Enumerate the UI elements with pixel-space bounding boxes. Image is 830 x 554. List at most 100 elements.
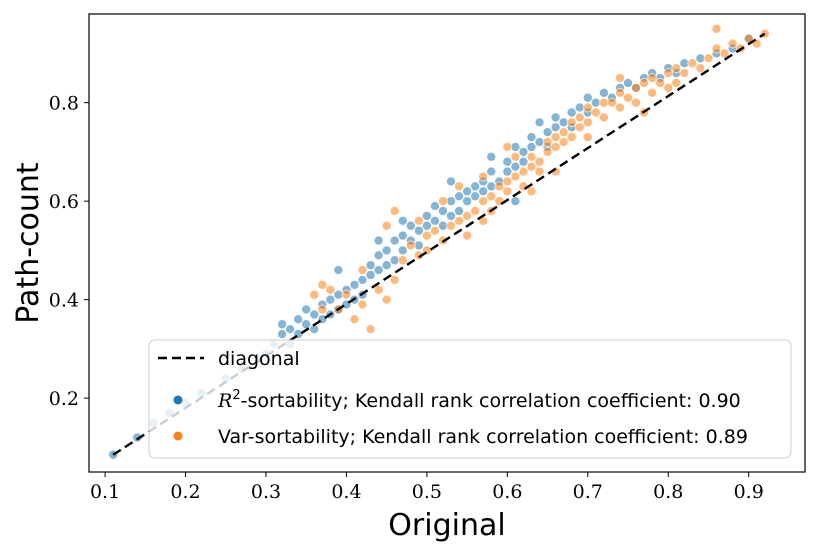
legend: diagonal R2-sortability; Kendall rank co… — [148, 339, 792, 459]
var-point — [534, 166, 545, 177]
r2-point — [373, 265, 384, 275]
r2-point — [277, 319, 287, 330]
y-tick-label: 0.2 — [49, 388, 79, 410]
r2-point — [510, 161, 521, 172]
r2-point — [277, 329, 287, 339]
var-point — [582, 102, 593, 113]
var-point — [623, 92, 633, 103]
r2-point — [405, 220, 416, 231]
var-point — [381, 220, 392, 231]
r2-point — [285, 324, 295, 334]
r2-point — [679, 58, 690, 69]
r2-point — [389, 235, 400, 246]
y-tick-label: 0.4 — [49, 290, 79, 312]
x-tick-label: 0.5 — [412, 481, 442, 503]
var-point — [574, 112, 585, 123]
var-point — [317, 304, 328, 315]
r2-point — [438, 220, 448, 231]
var-point — [341, 289, 352, 300]
var-point — [430, 225, 440, 236]
r2-point — [414, 225, 424, 236]
legend-r2-swatch — [173, 395, 183, 405]
r2-point — [582, 92, 593, 103]
var-point — [566, 117, 577, 128]
var-point — [566, 132, 577, 142]
var-point — [615, 102, 625, 113]
var-point — [663, 68, 674, 78]
r2-point — [446, 211, 456, 221]
var-point — [454, 216, 464, 226]
var-point — [639, 78, 649, 88]
plot-frame — [88, 13, 806, 473]
var-point — [502, 142, 513, 152]
var-point — [582, 117, 593, 128]
r2-point — [510, 142, 521, 152]
var-point — [454, 181, 464, 192]
r2-point — [365, 260, 376, 270]
x-tick-label: 0.3 — [251, 481, 281, 503]
r2-point — [486, 166, 497, 177]
var-point — [727, 38, 738, 49]
var-point — [663, 83, 674, 93]
r2-point — [462, 186, 472, 197]
var-point — [357, 265, 368, 275]
legend-r2-sup: 2 — [232, 388, 240, 403]
r2-point — [478, 186, 489, 197]
var-point — [582, 132, 593, 142]
r2-point — [574, 102, 585, 113]
r2-point — [333, 265, 344, 275]
r2-point — [446, 196, 456, 206]
r2-point — [365, 270, 376, 280]
var-point — [574, 122, 585, 133]
var-point — [518, 166, 529, 177]
var-point — [446, 220, 456, 231]
r2-point — [357, 275, 368, 285]
x-tick-label: 0.9 — [734, 481, 764, 503]
r2-point — [397, 230, 408, 241]
r2-point — [518, 147, 529, 157]
x-tick-label: 0.7 — [573, 481, 603, 503]
x-tick-label: 0.4 — [331, 481, 361, 503]
r2-point — [293, 314, 303, 325]
r2-point — [695, 53, 706, 64]
r2-point — [599, 88, 609, 98]
legend-r2-rest: -sortability; Kendall rank correlation c… — [241, 390, 741, 412]
var-point — [679, 68, 690, 78]
legend-var-label: Var-sortability; Kendall rank correlatio… — [218, 426, 748, 448]
x-tick-label: 0.6 — [492, 481, 522, 503]
r2-point — [462, 196, 472, 206]
r2-point — [381, 245, 392, 256]
r2-point — [470, 181, 480, 192]
var-point — [478, 171, 489, 182]
var-point — [405, 240, 416, 251]
var-point — [591, 107, 601, 118]
r2-point — [558, 117, 569, 128]
r2-point — [301, 304, 312, 315]
r2-point — [534, 117, 545, 128]
var-point — [389, 206, 400, 216]
x-tick-label: 0.8 — [653, 481, 683, 503]
var-point — [438, 196, 448, 206]
var-point — [631, 97, 641, 108]
ticks-layer: 0.1 0.2 0.3 0.4 0.5 0.6 0.7 0.8 0.9 0.2 0.4 0.6 0.8 — [49, 93, 764, 503]
var-point — [486, 191, 497, 202]
var-point — [526, 186, 537, 197]
var-point — [599, 112, 609, 123]
r2-point — [301, 319, 312, 330]
r2-point — [446, 176, 456, 187]
x-axis-title: Original — [388, 508, 505, 543]
var-point — [462, 230, 472, 241]
x-tick-label: 0.1 — [90, 481, 120, 503]
var-point — [711, 43, 722, 54]
var-point — [526, 152, 537, 162]
r2-point — [373, 235, 384, 246]
var-point — [550, 132, 561, 142]
r2-point — [389, 255, 400, 266]
r2-point — [591, 97, 601, 108]
var-point — [325, 284, 336, 295]
var-point — [373, 284, 384, 295]
r2-point — [397, 245, 408, 256]
legend-r2-math: R — [217, 390, 232, 412]
var-point — [647, 73, 657, 83]
